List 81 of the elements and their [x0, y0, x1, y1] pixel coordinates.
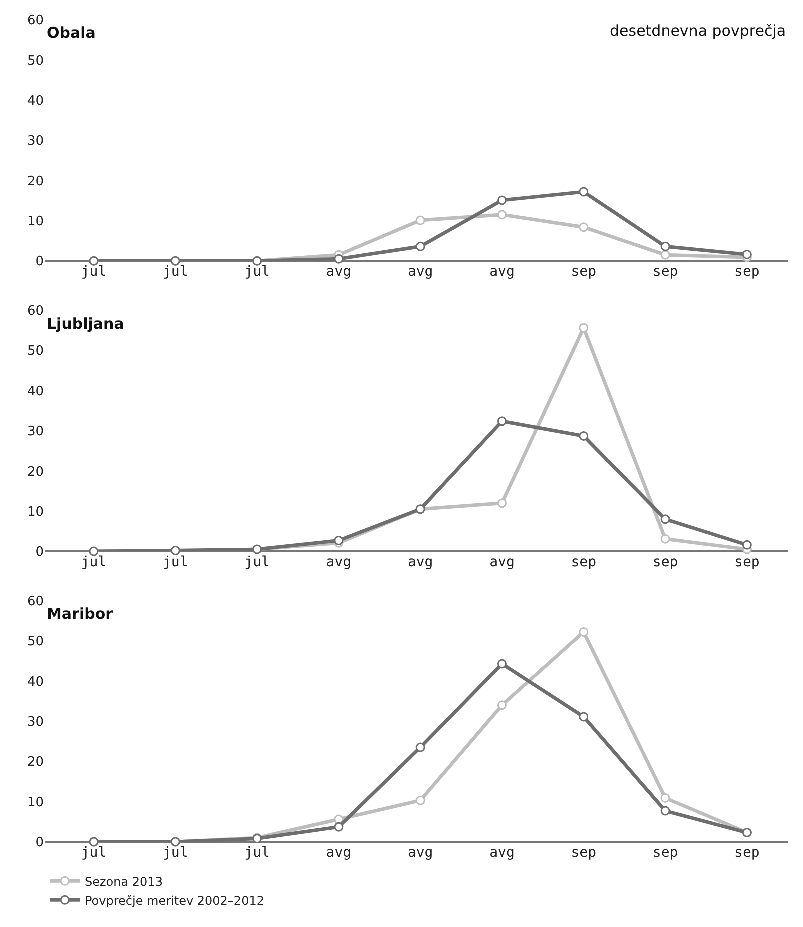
x-tick-label: avg — [490, 264, 515, 280]
chart-subtitle: desetdnevna povprečja — [610, 22, 786, 40]
point — [579, 222, 589, 232]
y-tick-label: 50 — [27, 634, 44, 650]
x-tick-label: avg — [490, 845, 515, 861]
point — [416, 216, 426, 226]
chart-title: Obala — [47, 24, 96, 42]
x-tick-label: jul — [244, 845, 270, 861]
legend-label: Povprečje meritev 2002–2012 — [85, 894, 264, 908]
x-tick-label: avg — [326, 845, 352, 861]
point — [497, 416, 507, 426]
chart-title: Ljubljana — [47, 315, 124, 333]
y-tick-label: 0 — [36, 545, 44, 560]
y-tick-label: 50 — [27, 54, 44, 69]
point — [497, 498, 507, 508]
point — [497, 700, 507, 710]
y-tick-label: 40 — [27, 94, 44, 109]
x-tick-label: avg — [326, 264, 352, 280]
y-tick-label: 40 — [27, 674, 44, 690]
x-tick-label: jul — [162, 845, 188, 861]
point — [497, 196, 507, 206]
point — [660, 534, 670, 544]
y-tick-label: 30 — [27, 714, 44, 730]
x-tick-label: jul — [81, 845, 107, 861]
y-tick-label: 10 — [27, 795, 44, 810]
point — [416, 242, 426, 252]
x-tick-label: avg — [408, 554, 434, 571]
point — [579, 431, 589, 441]
point — [579, 323, 589, 333]
x-tick-label: sep — [652, 554, 678, 571]
point — [416, 742, 426, 752]
y-tick-label: 0 — [36, 254, 44, 270]
x-tick-label: sep — [652, 264, 678, 280]
y-tick-label: 60 — [27, 304, 44, 319]
point — [497, 210, 507, 220]
y-tick-label: 60 — [27, 14, 44, 29]
x-tick-label: sep — [571, 264, 597, 280]
legend-label: Sezona 2013 — [85, 874, 163, 889]
y-tick-label: 0 — [36, 836, 44, 851]
point — [416, 796, 426, 806]
y-tick-label: 50 — [27, 344, 44, 360]
point — [579, 712, 589, 722]
x-tick-label: sep — [652, 845, 678, 861]
x-tick-label: avg — [408, 264, 434, 280]
x-tick-label: jul — [244, 264, 270, 280]
chart-title: Maribor — [47, 605, 114, 623]
y-tick-label: 20 — [27, 174, 44, 190]
point — [742, 250, 752, 260]
y-tick-label: 10 — [27, 214, 44, 230]
point — [579, 627, 589, 637]
point — [579, 187, 589, 197]
y-tick-label: 40 — [27, 384, 44, 400]
point — [660, 250, 670, 260]
x-tick-label: sep — [571, 554, 597, 571]
x-tick-label: avg — [326, 554, 352, 571]
x-tick-label: sep — [734, 264, 760, 280]
y-tick-label: 30 — [27, 424, 44, 440]
x-tick-label: jul — [81, 264, 107, 280]
x-tick-label: jul — [162, 264, 188, 280]
y-tick-label: 20 — [27, 464, 44, 480]
point — [334, 254, 344, 264]
point — [334, 536, 344, 546]
x-tick-label: jul — [81, 554, 107, 571]
x-tick-label: avg — [408, 845, 434, 861]
y-tick-label: 60 — [27, 594, 44, 610]
y-tick-label: 10 — [27, 504, 44, 520]
point — [334, 822, 344, 832]
point — [660, 242, 670, 252]
point — [660, 793, 670, 803]
x-tick-label: sep — [734, 845, 760, 861]
x-tick-label: sep — [734, 554, 760, 571]
x-tick-label: sep — [571, 845, 597, 861]
point — [497, 659, 507, 669]
y-tick-label: 30 — [27, 134, 44, 150]
x-tick-label: jul — [244, 554, 270, 571]
x-tick-label: avg — [490, 554, 515, 571]
x-tick-label: jul — [162, 554, 188, 571]
point — [742, 540, 752, 550]
point — [660, 806, 670, 816]
point — [660, 514, 670, 524]
y-tick-label: 20 — [27, 755, 44, 770]
